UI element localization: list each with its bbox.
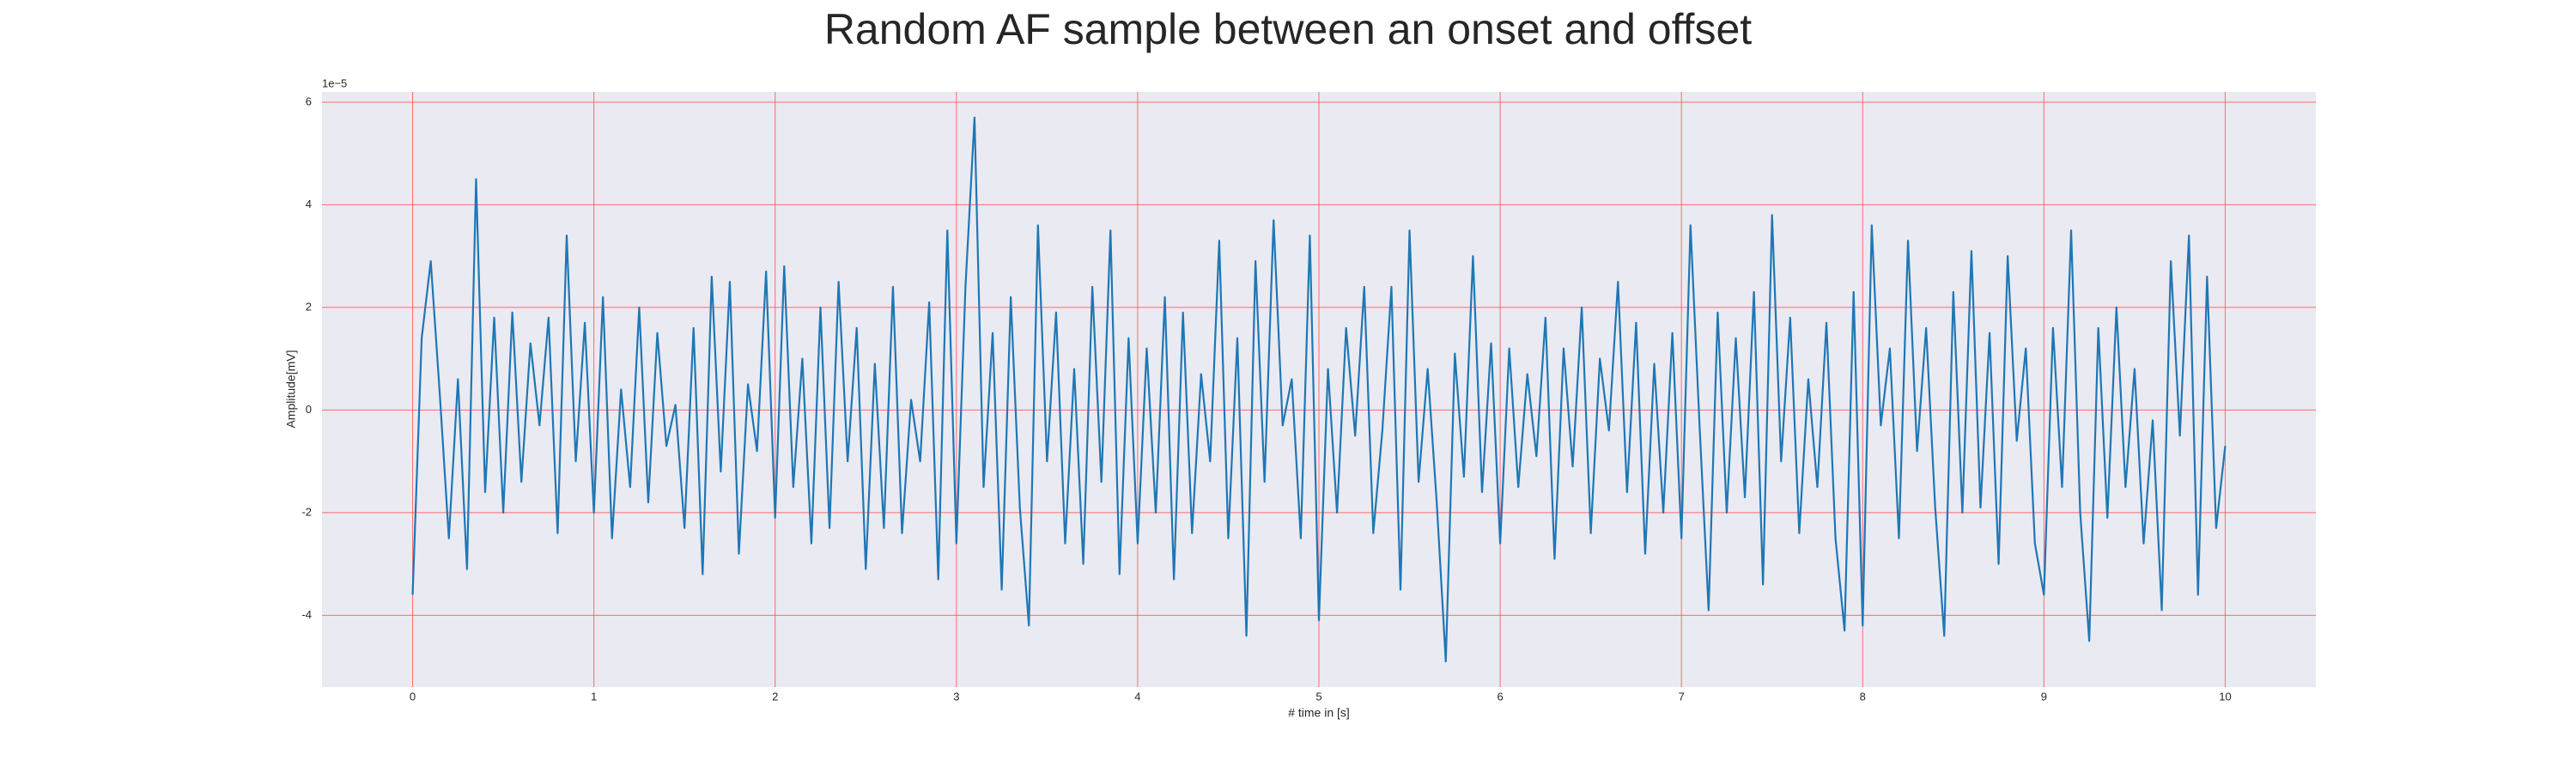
x-tick-label: 4: [1134, 690, 1140, 703]
x-tick-label: 7: [1679, 690, 1685, 703]
x-tick-label: 6: [1497, 690, 1503, 703]
y-tick-label: 0: [306, 403, 312, 416]
y-tick-label: 2: [306, 300, 312, 313]
x-axis-label: # time in [s]: [1288, 706, 1350, 720]
x-tick-label: 1: [591, 690, 597, 703]
x-tick-label: 9: [2041, 690, 2047, 703]
y-offset-text: 1e−5: [322, 76, 347, 89]
y-tick-label: -2: [301, 505, 312, 518]
x-tick-label: 2: [772, 690, 778, 703]
chart-title: Random AF sample between an onset and of…: [824, 5, 1752, 53]
x-tick-label: 3: [953, 690, 959, 703]
y-tick-label: 6: [306, 94, 312, 107]
x-tick-label: 0: [410, 690, 416, 703]
y-axis-label: Amplitude[mV]: [284, 350, 298, 428]
signal-line: [411, 116, 2227, 663]
y-tick-label: 4: [306, 198, 312, 210]
x-tick-label: 5: [1315, 690, 1321, 703]
x-tick-label: 10: [2219, 690, 2231, 703]
x-tick-label: 8: [1860, 690, 1866, 703]
y-tick-label: -4: [301, 608, 312, 621]
